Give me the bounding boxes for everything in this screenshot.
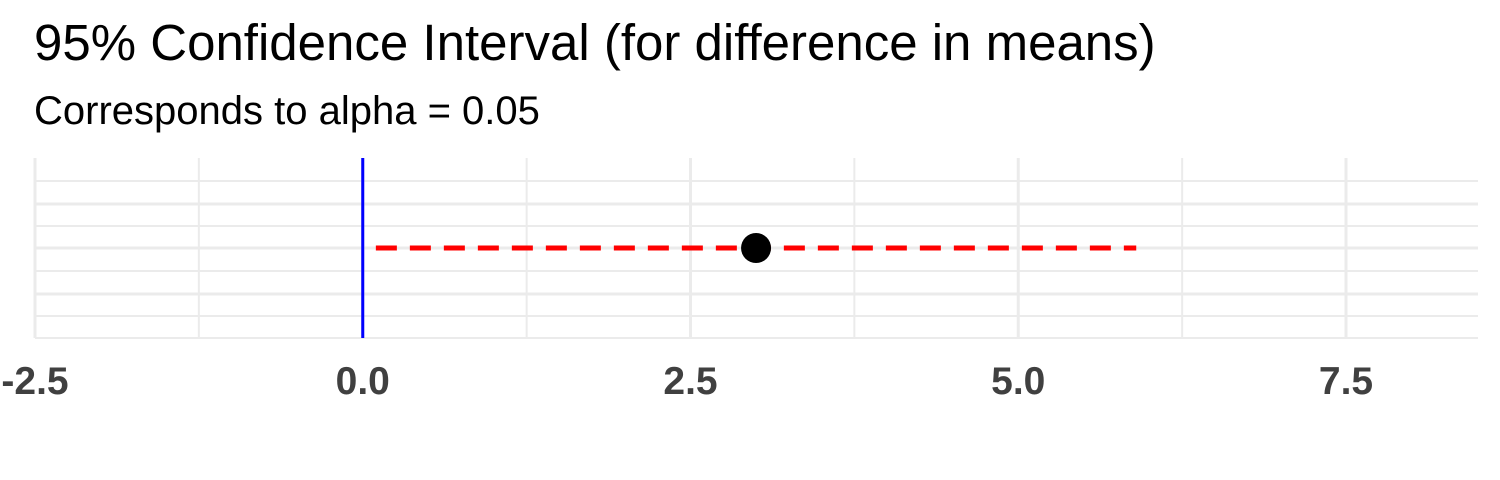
point-estimate-group	[741, 233, 772, 263]
chart-title: 95% Confidence Interval (for difference …	[34, 14, 1156, 71]
chart-subtitle: Corresponds to alpha = 0.05	[34, 89, 540, 133]
x-tick-label: 5.0	[991, 360, 1045, 403]
x-tick-label: 2.5	[663, 360, 717, 403]
x-axis-tick-labels: -2.5 0.0 2.5 5.0 7.5	[1, 360, 1373, 403]
x-tick-label: -2.5	[1, 360, 68, 403]
point-estimate	[741, 233, 772, 263]
x-tick-label: 7.5	[1319, 360, 1373, 403]
x-tick-label: 0.0	[336, 360, 390, 403]
